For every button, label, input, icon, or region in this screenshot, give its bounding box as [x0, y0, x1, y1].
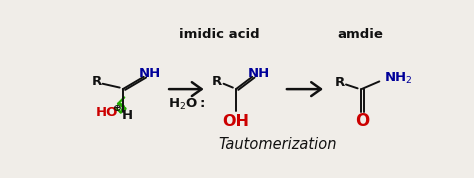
Text: NH: NH — [247, 67, 270, 80]
FancyArrowPatch shape — [118, 97, 126, 109]
FancyArrowPatch shape — [169, 82, 201, 96]
Text: NH: NH — [139, 67, 161, 80]
Text: H$_2$O$\bf{:}$: H$_2$O$\bf{:}$ — [168, 97, 205, 112]
Text: R: R — [91, 75, 101, 88]
Text: OH: OH — [222, 114, 249, 129]
Text: Tautomerization: Tautomerization — [219, 137, 337, 152]
Text: ⊕: ⊕ — [112, 103, 121, 113]
FancyArrowPatch shape — [116, 106, 124, 113]
Text: R: R — [335, 77, 345, 90]
Text: NH$_2$: NH$_2$ — [384, 71, 413, 86]
Text: amdie: amdie — [337, 28, 383, 41]
Text: R: R — [212, 75, 222, 88]
Text: imidic acid: imidic acid — [179, 28, 259, 41]
Text: O: O — [355, 112, 369, 130]
Text: H: H — [122, 109, 133, 122]
FancyArrowPatch shape — [287, 82, 321, 96]
Text: HO: HO — [96, 106, 118, 119]
